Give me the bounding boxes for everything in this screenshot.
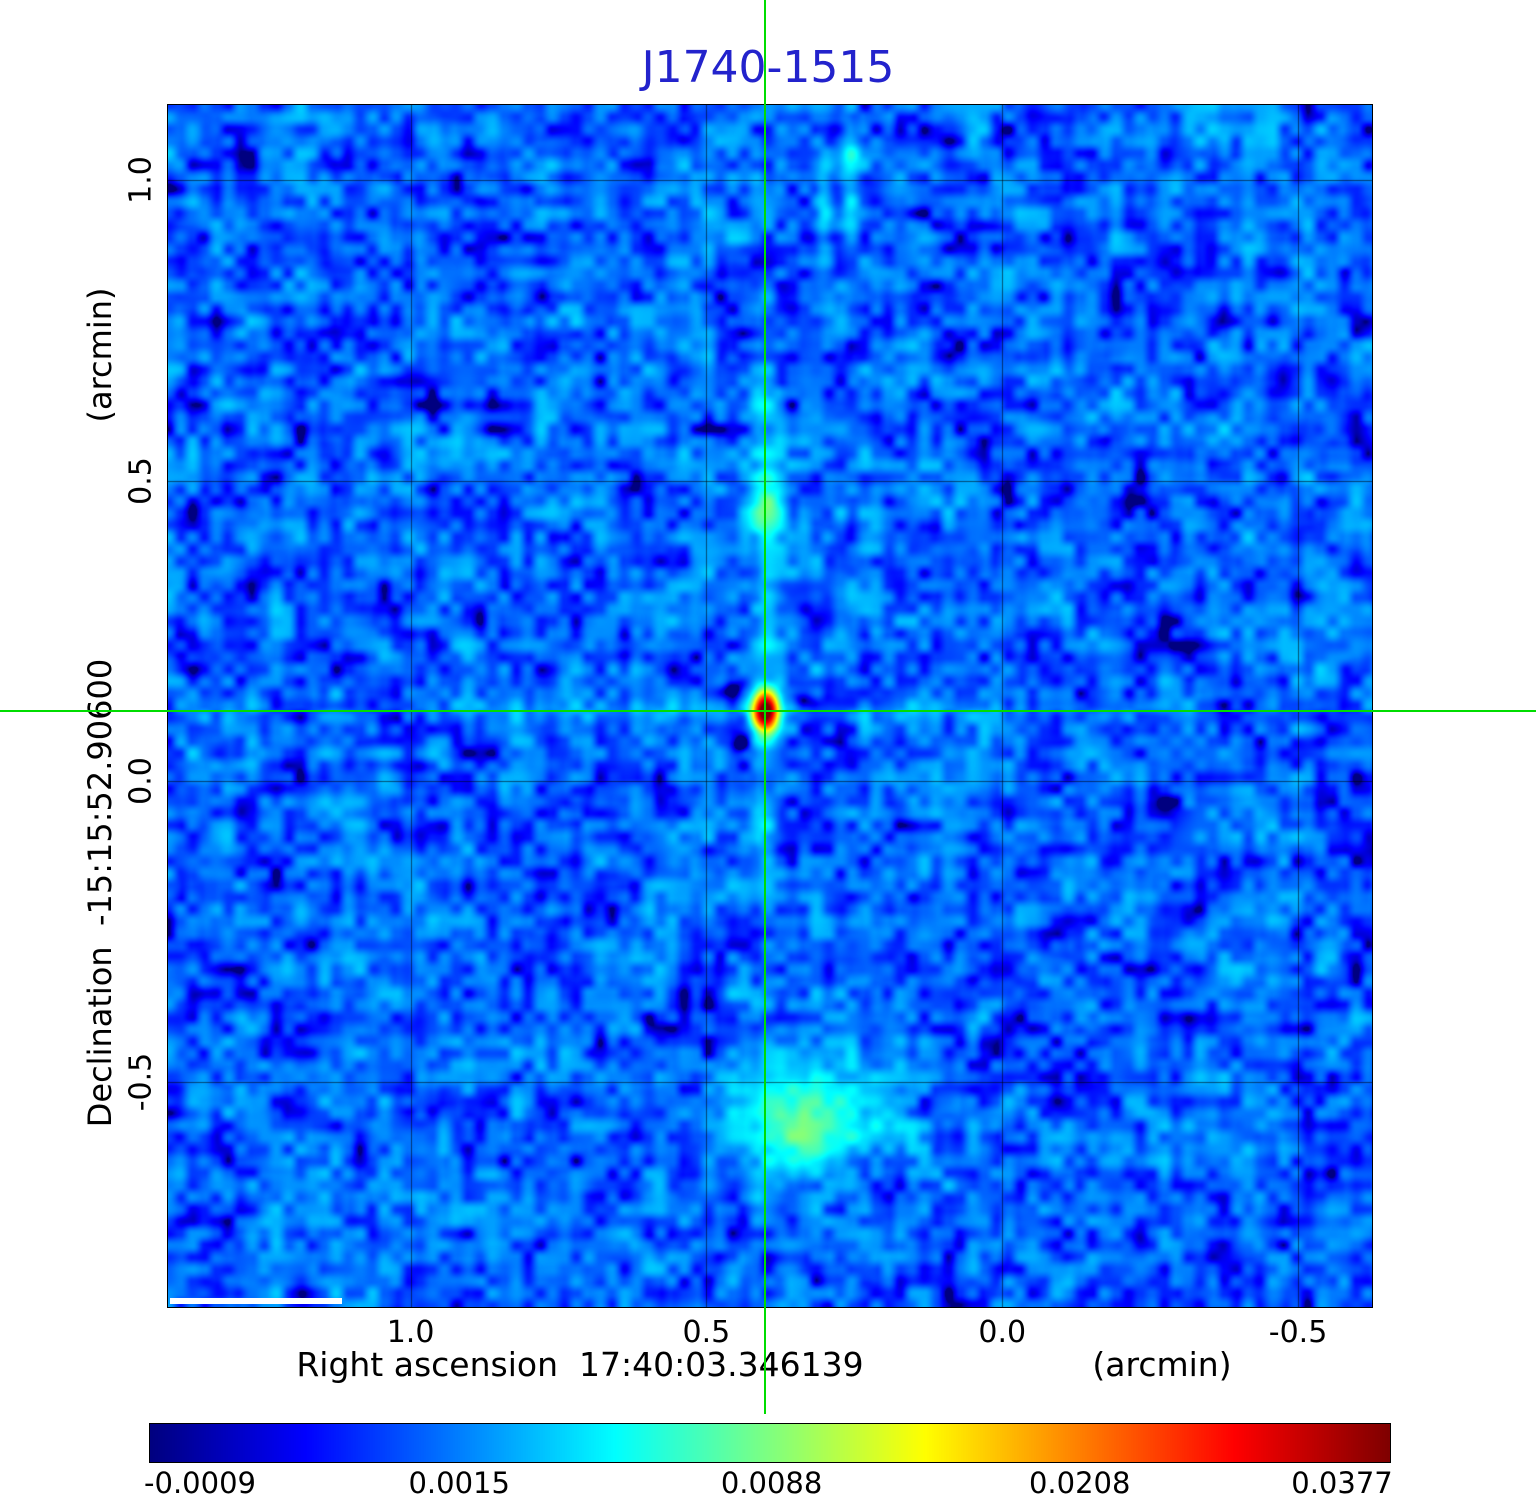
colorbar-tick-label: 0.0208 [1028, 1466, 1131, 1500]
colorbar-tick-label: -0.0009 [144, 1466, 256, 1500]
heatmap-canvas[interactable] [167, 104, 1373, 1308]
crosshair-horizontal-line [0, 710, 1536, 712]
y-axis-label: Declination -15:15:52.90600 [81, 658, 119, 1128]
x-axis-label: Right ascension 17:40:03.346139 [296, 1345, 864, 1384]
colorbar-tick-label: 0.0377 [1291, 1466, 1393, 1500]
x-tick-label: 0.0 [978, 1315, 1027, 1350]
colorbar-tick-label: 0.0088 [720, 1466, 823, 1500]
y-tick-label: 0.0 [123, 757, 159, 805]
scale-bar [170, 1298, 342, 1304]
y-tick-label: -0.5 [123, 1052, 159, 1111]
colorbar-tick-label: 0.0015 [408, 1466, 510, 1500]
y-tick-label: 0.5 [123, 456, 159, 505]
x-tick-label: -0.5 [1268, 1315, 1328, 1350]
x-tick-label: 0.5 [682, 1315, 731, 1350]
plot-title: J1740-1515 [641, 42, 895, 93]
y-tick-label: 1.0 [123, 156, 159, 204]
crosshair-vertical-line [764, 0, 766, 1414]
x-tick-label: 1.0 [386, 1315, 435, 1350]
x-axis-unit-label: (arcmin) [1092, 1345, 1232, 1384]
y-axis-unit-label: (arcmin) [81, 287, 119, 423]
colorbar-canvas [149, 1423, 1391, 1463]
